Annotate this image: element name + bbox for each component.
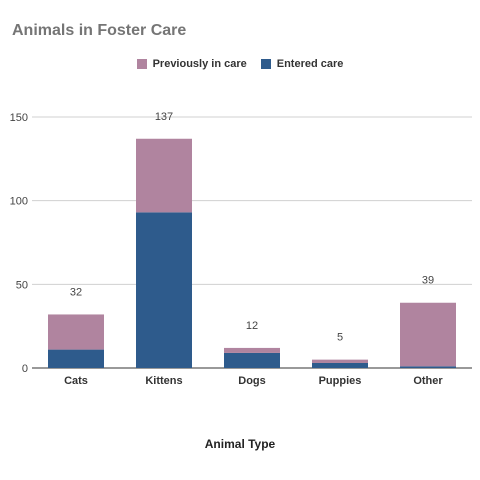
bar-segment [224, 347, 280, 353]
bar-segment [224, 352, 280, 368]
bar-segment [48, 349, 104, 368]
legend-label: Entered care [276, 58, 344, 70]
y-tick-label: 100 [10, 196, 28, 208]
legend-swatch-entered-care [260, 59, 271, 69]
x-tick-label: Cats [64, 375, 88, 387]
x-tick-label: Puppies [319, 375, 362, 387]
bar-total-label: 5 [337, 332, 343, 344]
bar-total-label: 32 [70, 286, 82, 298]
legend-item-previously-in-care[interactable]: Previously in care [136, 58, 247, 70]
bar-total-label: 12 [246, 320, 258, 332]
legend: Previously in care Entered care [0, 58, 480, 70]
x-tick-label: Other [413, 375, 443, 387]
y-tick-label: 150 [10, 112, 28, 124]
chart-title: Animals in Foster Care [12, 22, 187, 39]
bar-segment [136, 212, 192, 368]
y-tick-label: 50 [16, 279, 28, 291]
legend-label: Previously in care [152, 58, 247, 70]
bar-segment [312, 359, 368, 363]
bar-segment [48, 314, 104, 350]
bar-total-label: 39 [422, 275, 434, 287]
bar-total-label: 137 [155, 111, 173, 123]
x-tick-label: Kittens [145, 375, 182, 387]
x-axis-title: Animal Type [204, 437, 276, 451]
bar-segment [400, 366, 456, 368]
bar-segment [312, 362, 368, 368]
bar-segment [400, 302, 456, 367]
legend-item-entered-care[interactable]: Entered care [260, 58, 344, 70]
bar-segment [136, 138, 192, 213]
y-tick-label: 0 [22, 363, 28, 375]
legend-swatch-previously-in-care [136, 59, 147, 69]
x-tick-label: Dogs [238, 375, 266, 387]
